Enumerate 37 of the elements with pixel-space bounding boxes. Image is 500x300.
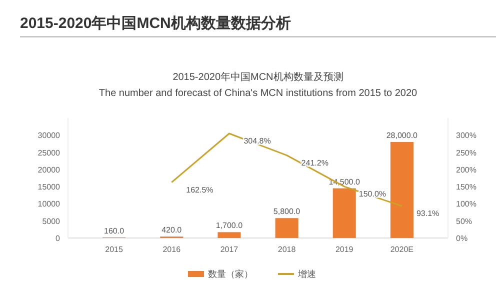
y2-tick-label: 50%	[456, 216, 472, 226]
y-tick-label: 25000	[38, 148, 61, 158]
chart-subtitle: The number and forecast of China's MCN institutions from 2015 to 2020	[98, 88, 418, 99]
data-label: 1,700.0	[216, 221, 244, 230]
bar	[332, 188, 356, 238]
y2-tick-label: 250%	[456, 148, 476, 158]
data-label: 241.2%	[301, 158, 328, 168]
y-tick-label: 20000	[38, 165, 61, 174]
data-label: 28,000.0	[386, 131, 418, 140]
y2-tick-label: 0%	[456, 234, 468, 243]
y-tick-label: 15000	[38, 182, 61, 192]
bar	[275, 218, 298, 238]
legend-label: 数量（家）	[208, 269, 253, 279]
bar	[218, 232, 241, 238]
y2-tick-label: 100%	[456, 200, 476, 209]
chart-title: 2015-2020年中国MCN机构数量及预测	[172, 71, 344, 83]
x-tick-label: 2020E	[390, 245, 414, 254]
y2-tick-label: 200%	[456, 165, 476, 174]
data-label: 420.0	[162, 226, 182, 235]
text: 2015-2020年中国MCN机构数量数据分析	[20, 15, 291, 32]
data-label: 93.1%	[416, 209, 440, 218]
x-tick-label: 2019	[335, 245, 354, 254]
y2-tick-label: 150%	[456, 182, 476, 192]
x-tick-label: 2016	[162, 245, 182, 254]
data-label: 160.0	[104, 226, 125, 236]
data-label: 162.5%	[186, 185, 214, 194]
y2-tick-label: 300%	[456, 131, 476, 140]
y-tick-label: 5000	[42, 216, 61, 226]
x-tick-label: 2015	[105, 245, 124, 254]
y-tick-label: 30000	[38, 131, 61, 140]
x-tick-label: 2018	[278, 245, 296, 254]
legend-label: 增速	[297, 269, 316, 279]
y-tick-label: 0	[56, 234, 61, 243]
data-label: 5,800.0	[273, 207, 301, 216]
x-tick-label: 2017	[220, 245, 239, 254]
bar	[390, 142, 414, 238]
y-tick-label: 10000	[38, 200, 61, 209]
